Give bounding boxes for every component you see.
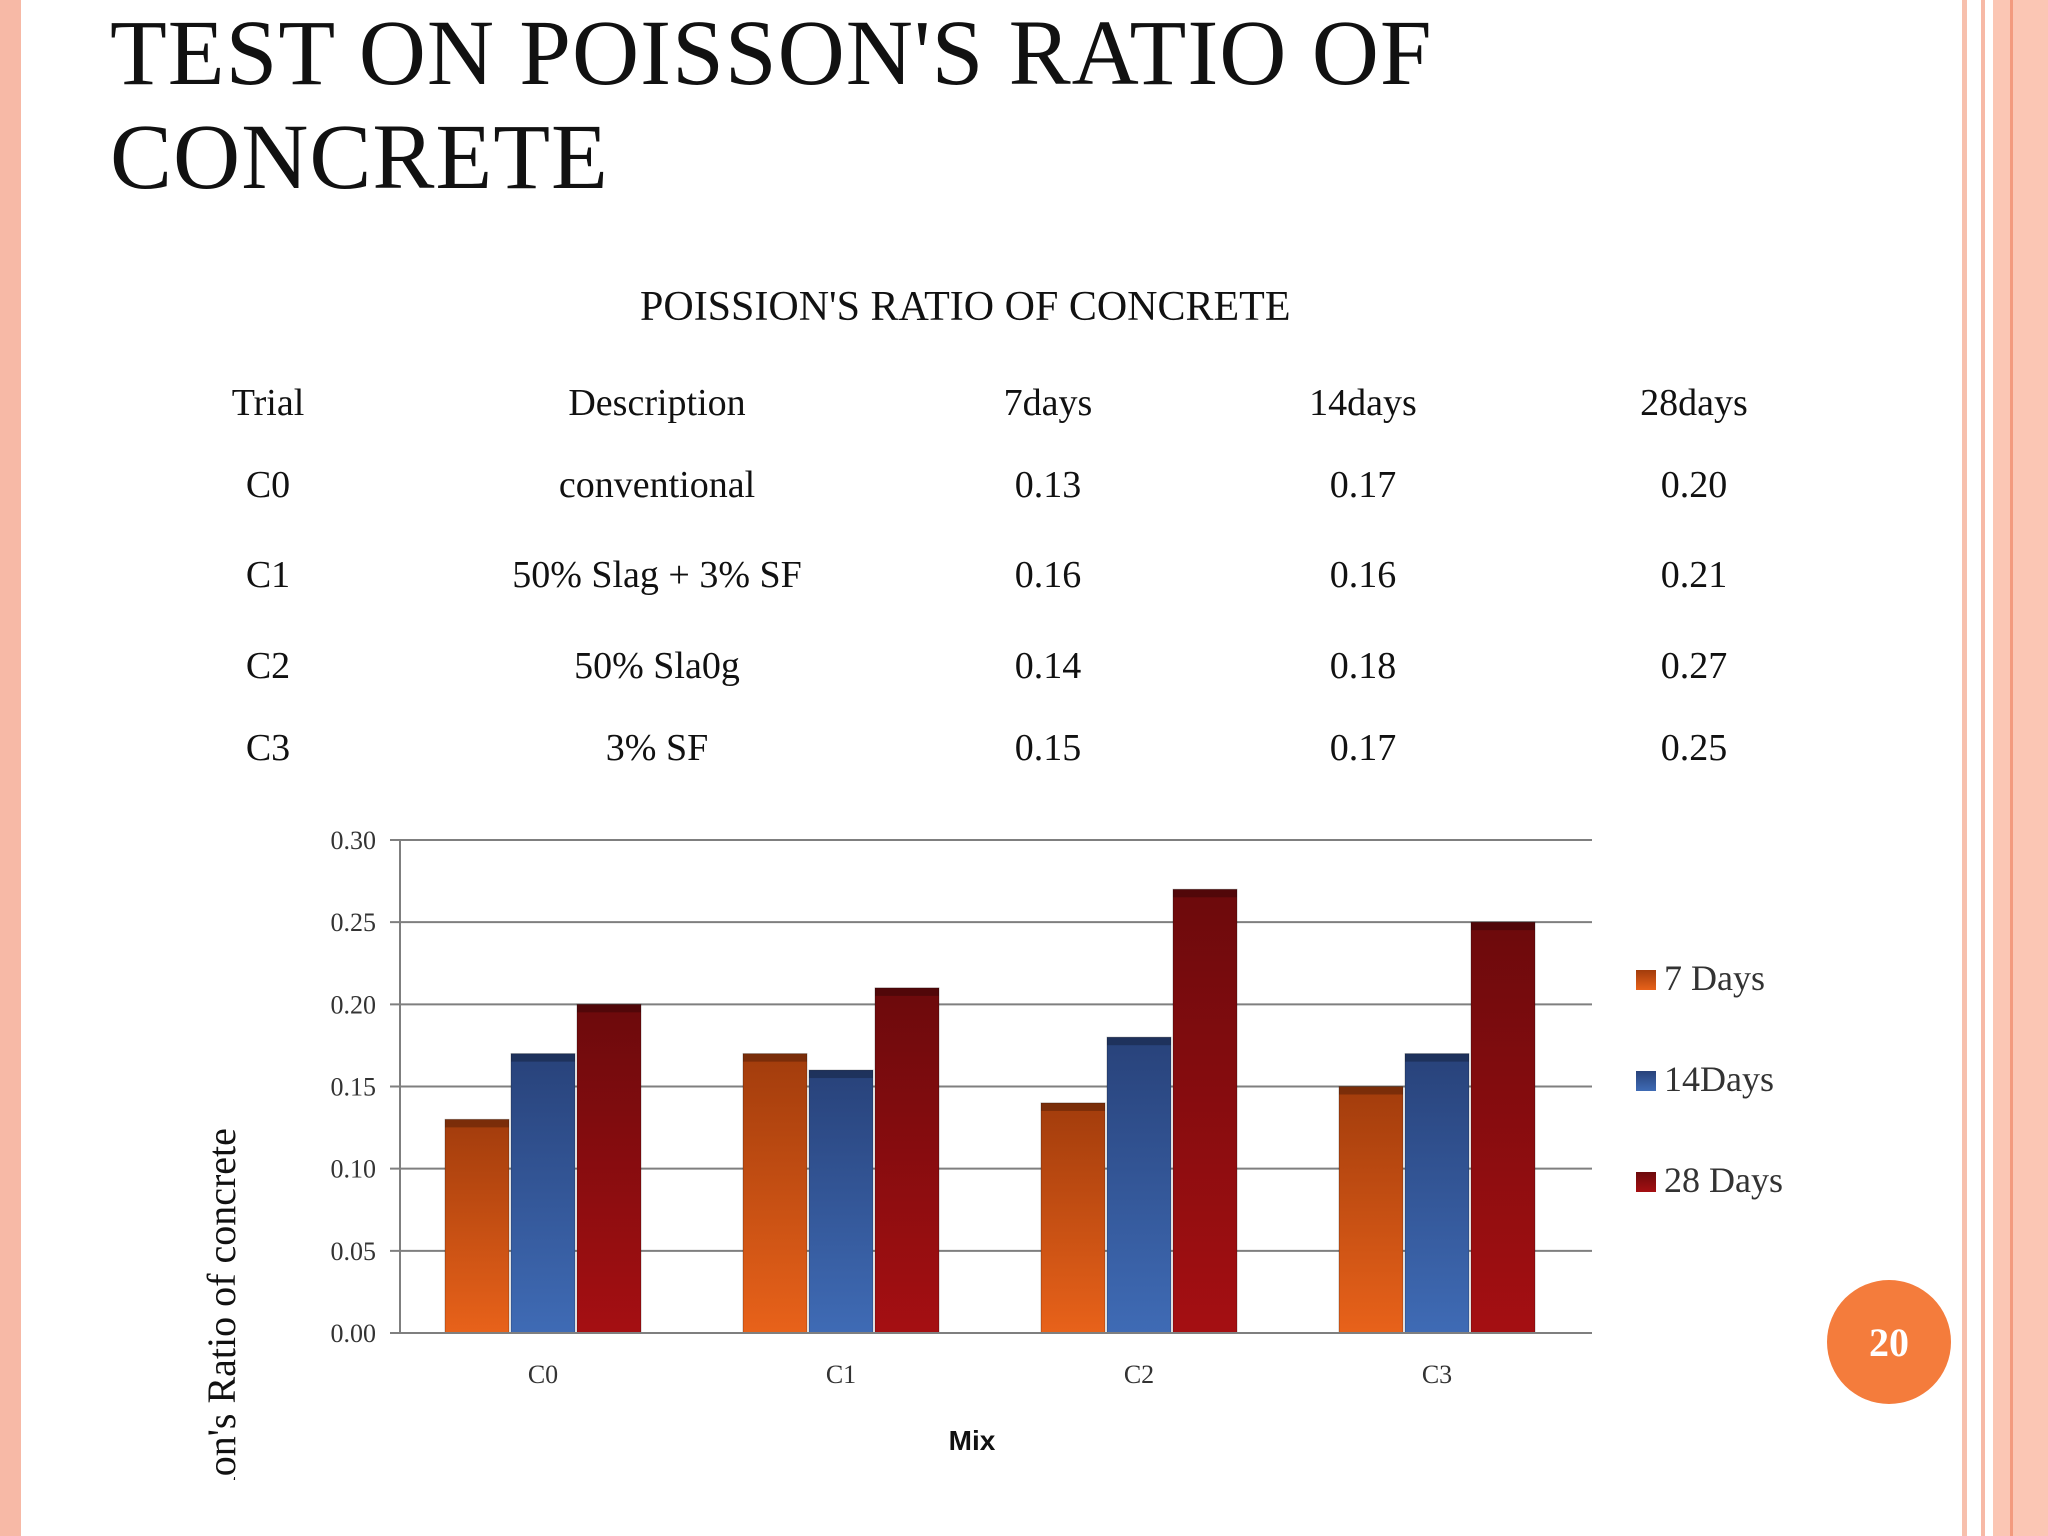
table-header-7days: 7days xyxy=(1003,382,1093,424)
y-tick-label: 0.15 xyxy=(331,1073,377,1102)
bar-chart: 0.00 0.05 0.10 0.15 0.20 0.25 0.30 C0 C1 C2 C3 7 … xyxy=(199,826,1783,1480)
right-border-stripe xyxy=(1981,0,1985,1536)
y-axis-ticks: 0.00 0.05 0.10 0.15 0.20 0.25 0.30 xyxy=(331,826,377,1348)
right-border-gap xyxy=(1967,0,1981,1536)
bar-top-shade xyxy=(1471,922,1535,931)
legend-label: 14Days xyxy=(1664,1059,1774,1099)
y-tick-label: 0.10 xyxy=(331,1155,377,1184)
table-cell: C1 xyxy=(245,554,291,596)
chart-bars xyxy=(390,888,1592,1334)
table-cell: C0 xyxy=(245,464,291,506)
slide-title: TEST ON POISSON'S RATIO OF CONCRETE xyxy=(110,2,1433,209)
left-border-stripe xyxy=(0,0,21,1536)
table-cell: 0.17 xyxy=(1329,464,1397,506)
table-header-14days: 14days xyxy=(1309,382,1417,424)
table-cell: C3 xyxy=(245,727,291,769)
bar-top-shade xyxy=(1405,1053,1469,1062)
x-tick-label: C2 xyxy=(1124,1360,1154,1389)
table-header-trial: Trial xyxy=(231,382,305,424)
y-tick-label: 0.25 xyxy=(331,908,377,937)
right-border-stripe xyxy=(1962,0,1967,1536)
right-border-band xyxy=(1993,0,2048,1536)
legend-swatch xyxy=(1636,1071,1656,1091)
y-tick-label: 0.00 xyxy=(331,1319,377,1348)
y-tick-label: 0.20 xyxy=(331,990,377,1019)
page-number-badge: 20 xyxy=(1827,1280,1951,1404)
right-border-line xyxy=(2010,0,2013,1536)
bar-top-shade xyxy=(1041,1102,1105,1111)
table-cell: 50% Slag + 3% SF xyxy=(512,554,802,596)
table-cell: 0.14 xyxy=(1014,645,1082,687)
table-cell: 0.17 xyxy=(1329,727,1397,769)
table-cell: C2 xyxy=(245,645,291,687)
table-header-28days: 28days xyxy=(1640,382,1748,424)
bar-top-shade xyxy=(1107,1037,1171,1046)
bar-c1-series-2 xyxy=(874,987,940,1334)
table-header-description: Description xyxy=(568,382,746,424)
table-cell: 0.21 xyxy=(1660,554,1728,596)
table-cell: 0.13 xyxy=(1014,464,1082,506)
x-tick-label: C1 xyxy=(826,1360,856,1389)
x-tick-label: C3 xyxy=(1422,1360,1452,1389)
bar-c3-series-1 xyxy=(1404,1053,1470,1334)
table-cell: 3% SF xyxy=(605,727,709,769)
x-tick-label: C0 xyxy=(528,1360,558,1389)
x-axis-ticks: C0 C1 C2 C3 xyxy=(528,1360,1452,1389)
legend-swatch xyxy=(1636,970,1656,990)
bar-c2-series-1 xyxy=(1106,1036,1172,1334)
bar-top-shade xyxy=(875,987,939,996)
bar-top-shade xyxy=(577,1004,641,1013)
bar-top-shade xyxy=(1173,889,1237,898)
bar-top-shade xyxy=(511,1053,575,1062)
bar-c1-series-1 xyxy=(808,1069,874,1334)
bar-c0-series-1 xyxy=(510,1053,576,1334)
bar-top-shade xyxy=(809,1070,873,1079)
table-cell: 0.15 xyxy=(1014,727,1082,769)
legend-label: 28 Days xyxy=(1664,1160,1783,1200)
table-cell: 0.27 xyxy=(1660,645,1728,687)
bar-top-shade xyxy=(1339,1086,1403,1095)
bar-top-shade xyxy=(743,1053,807,1062)
table-cell: 0.20 xyxy=(1660,464,1728,506)
legend-swatch xyxy=(1636,1172,1656,1192)
bar-c2-series-2 xyxy=(1172,888,1238,1334)
y-tick-label: 0.30 xyxy=(331,826,377,855)
table-cell: 0.18 xyxy=(1329,645,1397,687)
bar-c0-series-2 xyxy=(576,1003,642,1334)
table-cell: 0.16 xyxy=(1329,554,1397,596)
bar-top-shade xyxy=(445,1119,509,1128)
table-cell: 0.25 xyxy=(1660,727,1728,769)
bar-c1-series-0 xyxy=(742,1053,808,1334)
bar-c3-series-0 xyxy=(1338,1086,1404,1334)
y-axis-title: Poission's Ratio of concrete xyxy=(199,1128,244,1480)
table-title: POISSION'S RATIO OF CONCRETE xyxy=(640,284,1291,330)
table-cell: conventional xyxy=(558,464,756,506)
right-border-gap xyxy=(1985,0,1993,1536)
table-cell: 0.16 xyxy=(1014,554,1082,596)
bar-c2-series-0 xyxy=(1040,1102,1106,1334)
x-axis-title: Mix xyxy=(949,1425,996,1456)
legend-label: 7 Days xyxy=(1664,958,1765,998)
bar-c0-series-0 xyxy=(444,1118,510,1334)
chart-legend: 7 Days 14Days 28 Days xyxy=(1636,958,1783,1200)
y-tick-label: 0.05 xyxy=(331,1237,377,1266)
bar-c3-series-2 xyxy=(1470,921,1536,1334)
table-cell: 50% Sla0g xyxy=(574,645,740,687)
